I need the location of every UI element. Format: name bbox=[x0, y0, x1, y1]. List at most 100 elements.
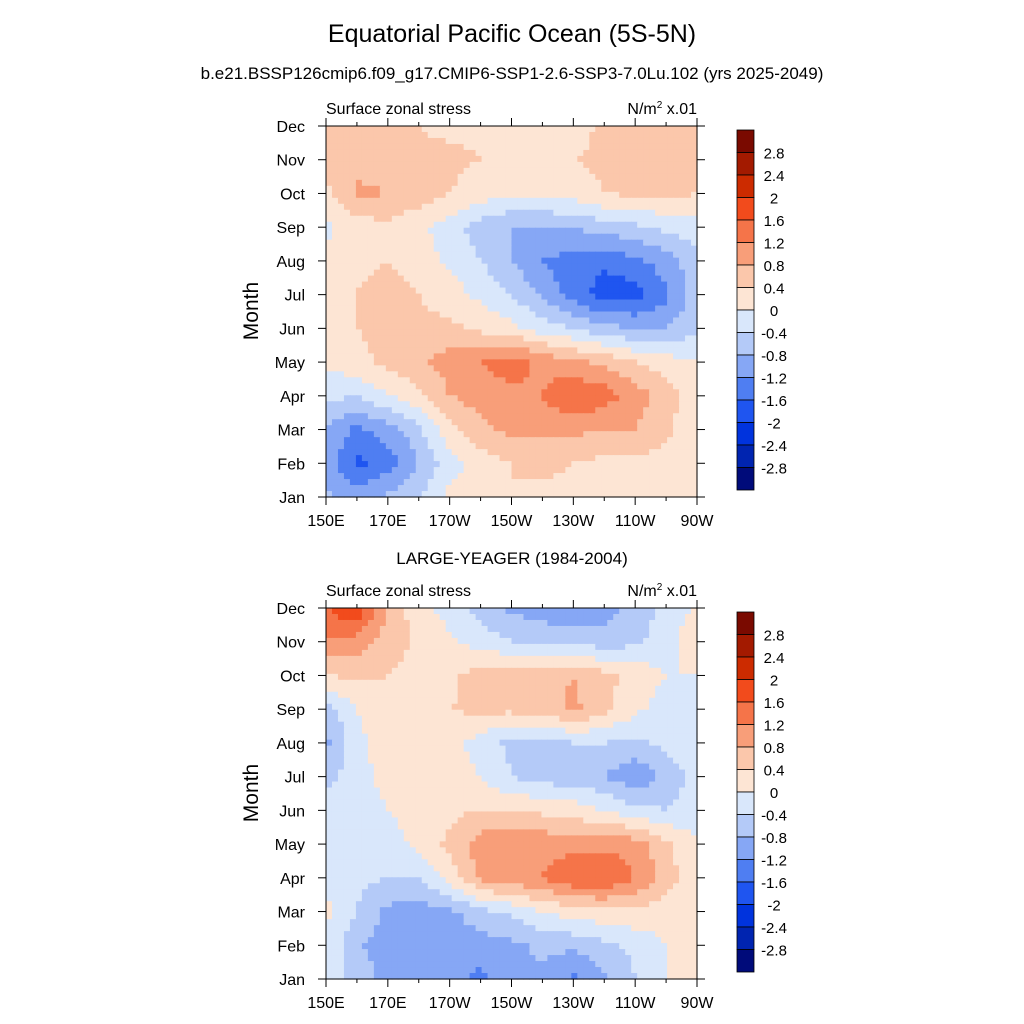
contour-cell bbox=[451, 341, 459, 348]
contour-cell bbox=[523, 377, 531, 384]
contour-cell bbox=[649, 455, 656, 462]
contour-cell bbox=[523, 215, 531, 223]
contour-cell bbox=[691, 131, 698, 139]
contour-cell bbox=[391, 679, 399, 687]
contour-cell bbox=[433, 431, 441, 438]
contour-cell bbox=[403, 126, 411, 133]
contour-cell bbox=[655, 221, 662, 229]
contour-cell bbox=[577, 467, 584, 474]
x-tick-label: 170E bbox=[369, 513, 406, 530]
contour-cell bbox=[673, 413, 680, 420]
contour-cell bbox=[631, 197, 638, 205]
contour-cell bbox=[451, 197, 459, 205]
contour-cell bbox=[337, 691, 345, 699]
contour-cell bbox=[679, 643, 686, 651]
contour-cell bbox=[541, 661, 548, 669]
contour-cell bbox=[583, 613, 590, 621]
contour-cell bbox=[571, 269, 578, 277]
contour-cell bbox=[667, 185, 674, 193]
contour-cell bbox=[463, 613, 471, 621]
contour-cell bbox=[559, 649, 566, 657]
contour-cell bbox=[445, 335, 453, 343]
contour-cell bbox=[409, 359, 417, 366]
contour-cell bbox=[601, 197, 608, 205]
contour-cell bbox=[385, 305, 393, 313]
contour-cell bbox=[349, 413, 357, 420]
contour-cell bbox=[326, 275, 333, 283]
contour-cell bbox=[385, 215, 393, 223]
contour-cell bbox=[475, 437, 483, 444]
contour-cell bbox=[421, 287, 429, 295]
contour-cell bbox=[541, 631, 548, 639]
contour-cell bbox=[457, 191, 465, 199]
contour-cell bbox=[601, 359, 608, 366]
contour-cell bbox=[463, 335, 471, 343]
contour-cell bbox=[661, 233, 668, 241]
contour-cell bbox=[421, 625, 429, 633]
contour-cell bbox=[487, 221, 495, 229]
contour-cell bbox=[361, 341, 369, 348]
contour-cell bbox=[385, 673, 393, 681]
contour-cell bbox=[379, 173, 387, 181]
contour-cell bbox=[439, 467, 447, 474]
contour-cell bbox=[343, 173, 351, 181]
contour-cell bbox=[607, 173, 614, 181]
contour-cell bbox=[517, 608, 525, 615]
contour-cell bbox=[655, 637, 662, 645]
contour-cell bbox=[613, 359, 620, 366]
contour-cell bbox=[625, 661, 632, 669]
contour-cell bbox=[547, 359, 554, 366]
contour-cell bbox=[499, 311, 507, 319]
contour-cell bbox=[565, 245, 572, 253]
contour-cell bbox=[385, 413, 393, 420]
contour-cell bbox=[535, 263, 543, 271]
contour-cell bbox=[451, 311, 459, 319]
contour-cell bbox=[535, 281, 543, 289]
contour-cell bbox=[685, 161, 692, 169]
contour-cell bbox=[463, 673, 471, 681]
contour-cell bbox=[655, 329, 662, 337]
contour-cell bbox=[505, 703, 513, 711]
contour-cell bbox=[673, 143, 680, 151]
contour-cell bbox=[589, 631, 596, 639]
contour-cell bbox=[373, 383, 381, 390]
contour-cell bbox=[421, 461, 429, 468]
contour-cell bbox=[535, 383, 543, 390]
contour-cell bbox=[685, 299, 692, 307]
contour-cell bbox=[511, 643, 519, 651]
contour-cell bbox=[661, 185, 668, 193]
contour-cell bbox=[571, 691, 578, 699]
contour-cell bbox=[691, 191, 698, 199]
contour-cell bbox=[331, 341, 339, 348]
contour-cell bbox=[619, 143, 626, 151]
contour-cell bbox=[685, 619, 692, 627]
contour-cell bbox=[379, 317, 387, 325]
contour-cell bbox=[355, 317, 363, 325]
contour-cell bbox=[475, 401, 483, 408]
contour-cell bbox=[373, 625, 381, 633]
contour-cell bbox=[433, 419, 441, 426]
contour-cell bbox=[385, 485, 393, 492]
contour-cell bbox=[409, 221, 417, 229]
contour-cell bbox=[667, 323, 674, 331]
contour-cell bbox=[541, 311, 548, 319]
contour-cell bbox=[661, 691, 668, 699]
contour-cell bbox=[607, 179, 614, 187]
contour-cell bbox=[511, 341, 519, 348]
contour-cell bbox=[427, 287, 435, 295]
contour-cell bbox=[571, 126, 578, 133]
contour-cell bbox=[421, 347, 429, 354]
contour-cell bbox=[649, 377, 656, 384]
contour-cell bbox=[607, 443, 614, 450]
contour-cell bbox=[571, 395, 578, 402]
contour-cell bbox=[577, 679, 584, 687]
contour-cell bbox=[343, 335, 351, 343]
contour-cell bbox=[547, 203, 554, 211]
contour-cell bbox=[631, 185, 638, 193]
contour-cell bbox=[571, 299, 578, 307]
contour-cell bbox=[337, 383, 345, 390]
contour-cell bbox=[571, 631, 578, 639]
contour-cell bbox=[607, 233, 614, 241]
contour-cell bbox=[499, 167, 507, 175]
contour-cell bbox=[631, 631, 638, 639]
